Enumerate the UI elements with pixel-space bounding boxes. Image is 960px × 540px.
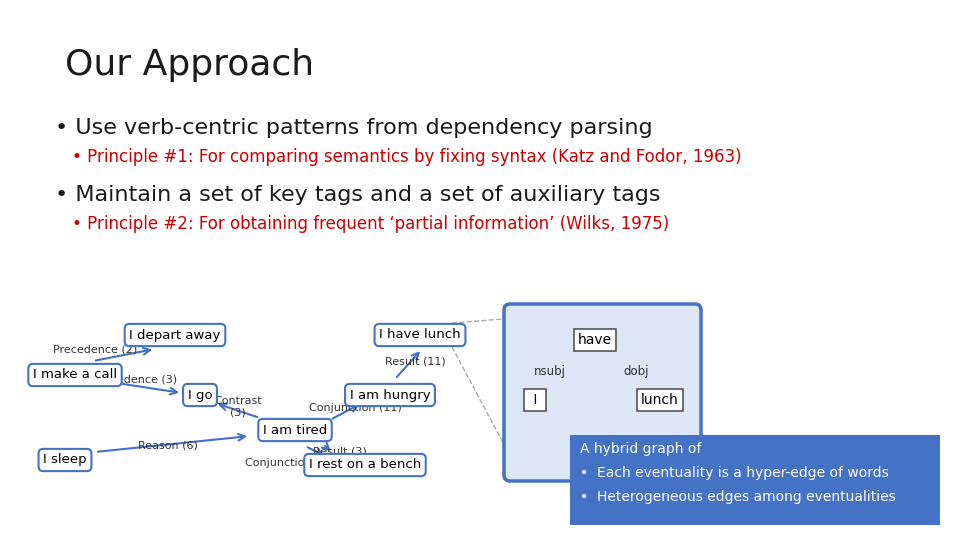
Text: Precedence (3): Precedence (3): [93, 375, 177, 385]
FancyBboxPatch shape: [504, 304, 701, 481]
Text: Contrast
(3): Contrast (3): [214, 396, 262, 418]
Text: Our Approach: Our Approach: [65, 48, 314, 82]
Text: Result (11): Result (11): [385, 357, 445, 367]
Text: I sleep: I sleep: [43, 454, 86, 467]
Text: I am tired: I am tired: [263, 423, 327, 436]
Text: Conjunction (1): Conjunction (1): [245, 458, 331, 468]
Text: dobj: dobj: [623, 366, 649, 379]
Text: I depart away: I depart away: [130, 328, 221, 341]
Text: I am hungry: I am hungry: [349, 388, 430, 402]
Text: I make a call: I make a call: [33, 368, 117, 381]
Text: • Principle #2: For obtaining frequent ‘partial information’ (Wilks, 1975): • Principle #2: For obtaining frequent ‘…: [72, 215, 669, 233]
Text: I rest on a bench: I rest on a bench: [309, 458, 421, 471]
Text: • Use verb-centric patterns from dependency parsing: • Use verb-centric patterns from depende…: [55, 118, 653, 138]
Text: I have lunch: I have lunch: [379, 328, 461, 341]
Text: lunch: lunch: [641, 393, 679, 407]
FancyBboxPatch shape: [570, 435, 940, 525]
Text: Precedence (2): Precedence (2): [53, 345, 137, 355]
Text: Result (3): Result (3): [313, 447, 367, 457]
Text: Conjunction (11): Conjunction (11): [308, 403, 401, 413]
Text: I go: I go: [188, 388, 212, 402]
Text: I: I: [529, 393, 541, 407]
Text: • Maintain a set of key tags and a set of auxiliary tags: • Maintain a set of key tags and a set o…: [55, 185, 660, 205]
Text: A hybrid graph of
•  Each eventuality is a hyper-edge of words
•  Heterogeneous : A hybrid graph of • Each eventuality is …: [580, 442, 896, 504]
Text: have: have: [578, 333, 612, 347]
Text: nsubj: nsubj: [534, 366, 566, 379]
Text: Reason (6): Reason (6): [138, 441, 198, 451]
Text: • Principle #1: For comparing semantics by fixing syntax (Katz and Fodor, 1963): • Principle #1: For comparing semantics …: [72, 148, 742, 166]
